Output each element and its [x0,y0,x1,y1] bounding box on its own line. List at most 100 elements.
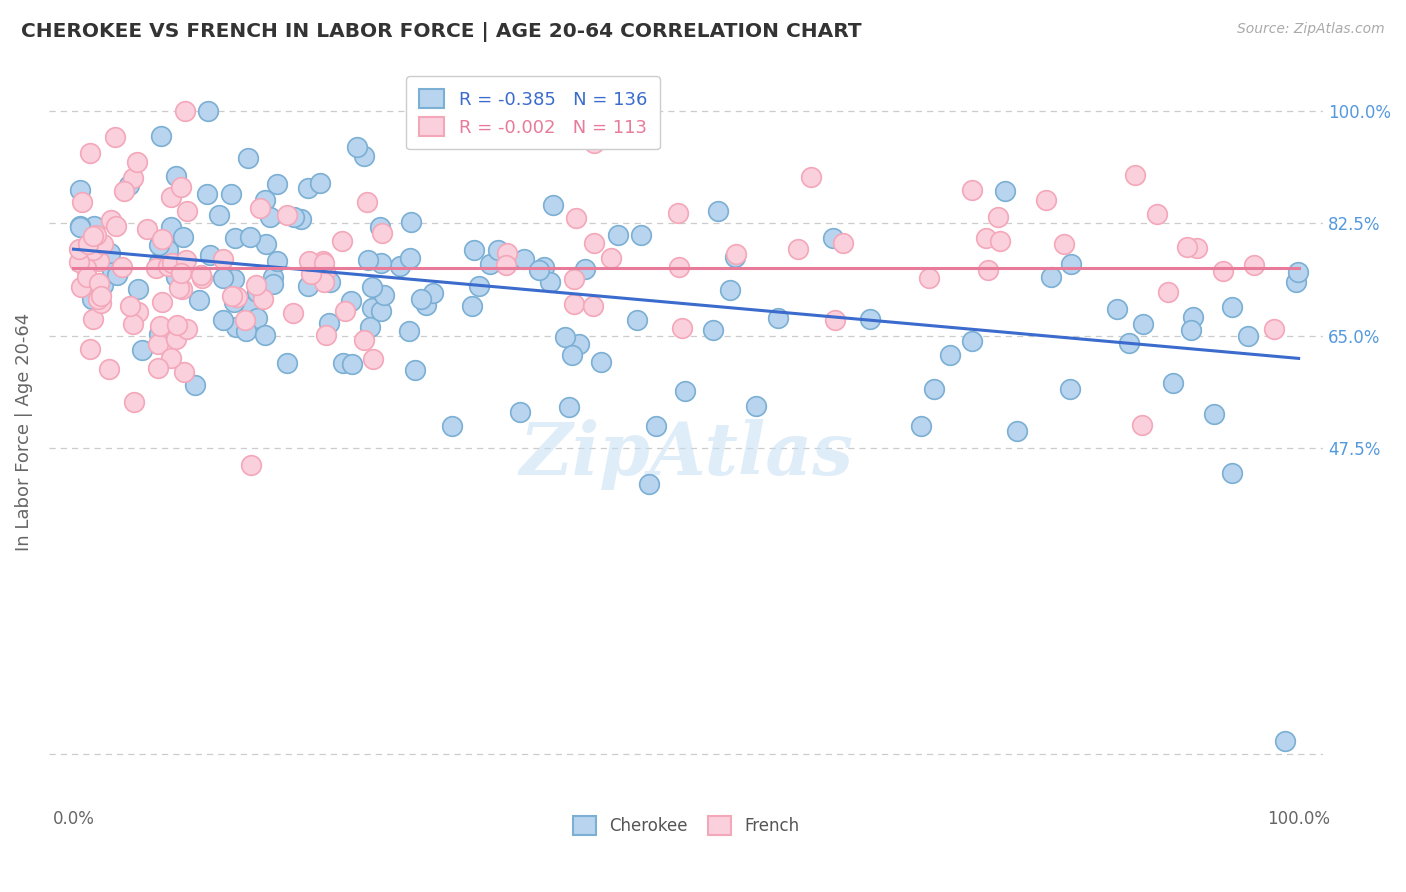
Point [246,285,269,300]
Point [370,303,392,318]
Point [1274,733,1296,747]
Point [309,268,332,282]
Point [239,230,262,244]
Point [312,275,335,289]
Point [82,311,104,326]
Point [630,227,652,242]
Point [276,208,298,222]
Point [574,262,596,277]
Point [541,198,564,212]
Point [170,266,193,280]
Point [1060,257,1083,271]
Point [361,280,384,294]
Point [671,321,693,335]
Point [370,226,392,240]
Point [332,356,354,370]
Point [311,254,333,268]
Point [84,249,107,263]
Point [554,330,576,344]
Point [824,313,846,327]
Point [149,318,172,333]
Point [170,179,193,194]
Point [104,129,127,144]
Point [148,337,170,351]
Point [1180,323,1202,337]
Point [67,243,90,257]
Point [583,235,606,250]
Point [1123,168,1146,182]
Point [1263,322,1285,336]
Point [974,231,997,245]
Point [75,260,97,275]
Point [136,222,159,236]
Point [1118,336,1140,351]
Point [245,277,267,292]
Point [513,252,536,266]
Point [1132,317,1154,331]
Point [399,251,422,265]
Point [69,183,91,197]
Point [486,244,509,258]
Point [441,419,464,434]
Point [318,317,340,331]
Point [583,136,606,150]
Point [910,418,932,433]
Point [221,288,243,302]
Point [1105,302,1128,317]
Point [977,263,1000,277]
Point [399,215,422,229]
Point [766,310,789,325]
Point [198,248,221,262]
Point [461,300,484,314]
Point [509,405,531,419]
Point [361,301,384,316]
Point [561,348,583,362]
Point [479,257,502,271]
Point [252,292,274,306]
Point [1175,240,1198,254]
Point [169,280,191,294]
Point [1181,310,1204,324]
Point [918,271,941,285]
Point [156,259,179,273]
Text: CHEROKEE VS FRENCH IN LABOR FORCE | AGE 20-64 CORRELATION CHART: CHEROKEE VS FRENCH IN LABOR FORCE | AGE … [21,22,862,42]
Point [87,292,110,306]
Point [495,258,517,272]
Point [122,395,145,409]
Point [568,337,591,351]
Point [224,294,246,309]
Point [297,181,319,195]
Point [1035,193,1057,207]
Point [398,324,420,338]
Point [1220,467,1243,481]
Point [83,219,105,233]
Point [82,232,104,246]
Point [1220,300,1243,314]
Point [238,152,260,166]
Point [97,361,120,376]
Point [823,231,845,245]
Point [987,210,1010,224]
Point [318,275,340,289]
Point [235,325,257,339]
Point [562,272,585,286]
Point [388,260,411,274]
Point [254,236,277,251]
Point [173,365,195,379]
Point [145,261,167,276]
Point [79,145,101,160]
Point [105,268,128,282]
Point [107,265,129,279]
Point [707,203,730,218]
Point [283,305,305,319]
Point [105,219,128,233]
Point [156,236,179,251]
Point [233,313,256,327]
Text: ZipAtlas: ZipAtlas [519,419,853,491]
Point [276,356,298,370]
Point [80,292,103,306]
Point [76,236,98,251]
Point [668,260,690,275]
Point [463,244,485,258]
Point [283,211,305,225]
